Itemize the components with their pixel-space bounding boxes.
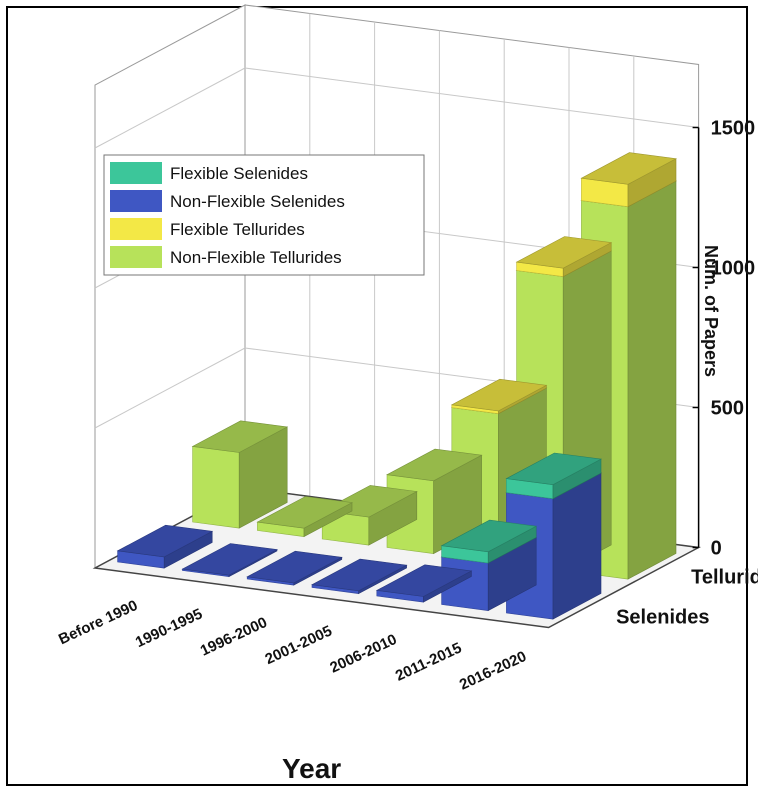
bar-selenides-4 — [375, 564, 473, 603]
legend: Flexible Selenides Non-Flexible Selenides… — [103, 154, 425, 276]
figure-frame — [6, 6, 748, 786]
bar-segment-non-flexible-tellurides-top — [191, 420, 289, 453]
z-tick-label: 1500 — [711, 118, 756, 140]
z-axis-ticks: 0 500 1000 1500 — [692, 118, 756, 560]
category-label: 1996-2000 — [198, 614, 270, 660]
grid-line — [94, 347, 246, 429]
z-tick-label: 0 — [711, 538, 722, 560]
bar-segment-non-flexible-selenides-top — [375, 564, 473, 597]
legend-swatch — [110, 190, 162, 212]
bar-segment-non-flexible-selenides-top — [246, 550, 343, 584]
bar-selenides-1 — [181, 543, 278, 578]
grid-line — [94, 67, 246, 149]
chart-bars — [116, 152, 677, 620]
bar-segment-non-flexible-tellurides-top — [256, 496, 353, 529]
legend-label: Flexible Tellurides — [170, 220, 305, 239]
bar-segment-non-flexible-tellurides-top — [386, 448, 483, 482]
row-labels: Tellurides Selenides — [616, 567, 758, 629]
bar-segment-non-flexible-tellurides-side — [627, 180, 677, 580]
category-label: 2011-2015 — [393, 639, 464, 684]
legend-label: Flexible Selenides — [170, 164, 308, 183]
bar-selenides-0 — [116, 524, 214, 569]
category-label: 2016-2020 — [457, 648, 529, 694]
category-label: 2001-2005 — [263, 622, 335, 668]
x-axis-title: Year — [282, 753, 341, 784]
bar-tellurides-1 — [256, 496, 353, 538]
category-label: Before 1990 — [56, 597, 140, 648]
z-tick-label: 1000 — [711, 258, 756, 280]
z-axis-title: Num. of Papers — [701, 245, 721, 377]
legend-label: Non-Flexible Selenides — [170, 192, 345, 211]
bar-segment-flexible-tellurides-top — [515, 236, 613, 269]
bar-selenides-3 — [311, 558, 408, 595]
legend-swatch — [110, 246, 162, 268]
bar-tellurides-0 — [191, 420, 289, 529]
bar-selenides-2 — [246, 550, 343, 586]
row-label: Selenides — [616, 607, 709, 629]
bar-selenides-5 — [440, 519, 538, 612]
bar-segment-flexible-tellurides-top — [580, 152, 677, 185]
bar-segment-flexible-tellurides-top — [450, 378, 548, 412]
z-tick-label: 500 — [711, 398, 744, 420]
bar-segment-flexible-selenides-top — [440, 519, 538, 553]
bar-segment-non-flexible-selenides-top — [116, 524, 214, 558]
bar-segment-non-flexible-selenides-top — [181, 543, 278, 576]
category-label: 1990-1995 — [133, 605, 205, 651]
legend-swatch — [110, 162, 162, 184]
category-label: 2006-2010 — [327, 631, 399, 677]
bar-segment-non-flexible-tellurides-front — [192, 446, 240, 529]
legend-label: Non-Flexible Tellurides — [170, 248, 342, 267]
legend-swatch — [110, 218, 162, 240]
row-label: Tellurides — [691, 567, 758, 589]
bar-segment-non-flexible-selenides-top — [311, 558, 408, 592]
grid-line — [244, 67, 699, 128]
bar-segment-flexible-selenides-top — [505, 452, 602, 486]
chart-walls — [94, 4, 700, 569]
